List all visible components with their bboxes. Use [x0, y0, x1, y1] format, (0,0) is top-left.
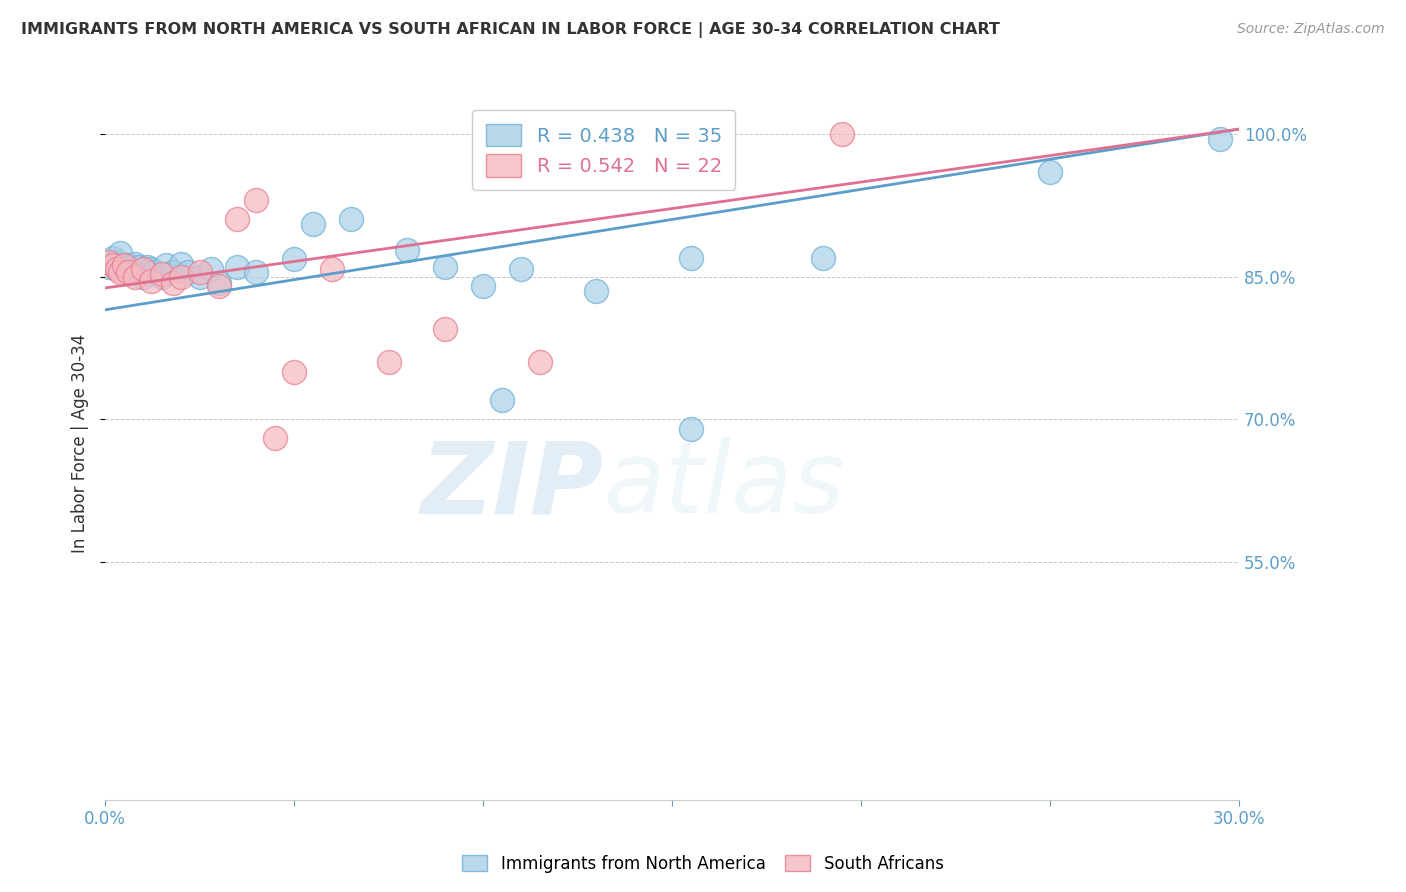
Point	[101, 258, 124, 272]
Point	[679, 127, 702, 141]
Point	[377, 355, 399, 369]
Point	[132, 261, 155, 276]
Point	[491, 393, 513, 408]
Point	[135, 260, 157, 274]
Text: ZIP: ZIP	[420, 437, 605, 534]
Point	[509, 261, 531, 276]
Point	[162, 276, 184, 290]
Point	[150, 267, 173, 281]
Point	[434, 322, 457, 336]
Point	[245, 194, 267, 208]
Point	[112, 261, 135, 276]
Point	[150, 269, 173, 284]
Point	[155, 258, 177, 272]
Y-axis label: In Labor Force | Age 30-34: In Labor Force | Age 30-34	[72, 334, 89, 552]
Point	[831, 127, 853, 141]
Legend: Immigrants from North America, South Africans: Immigrants from North America, South Afr…	[456, 848, 950, 880]
Point	[98, 260, 121, 274]
Point	[128, 260, 150, 274]
Point	[188, 265, 211, 279]
Point	[112, 258, 135, 272]
Point	[170, 257, 193, 271]
Point	[188, 269, 211, 284]
Point	[283, 252, 305, 267]
Point	[264, 431, 287, 445]
Point	[585, 284, 607, 298]
Point	[1039, 165, 1062, 179]
Point	[340, 212, 363, 227]
Point	[139, 274, 162, 288]
Point	[105, 261, 128, 276]
Point	[200, 261, 222, 276]
Point	[321, 261, 343, 276]
Point	[226, 260, 249, 274]
Point	[1379, 678, 1402, 692]
Point	[207, 276, 229, 290]
Point	[139, 261, 162, 276]
Point	[283, 365, 305, 379]
Point	[105, 255, 128, 269]
Point	[1209, 131, 1232, 145]
Point	[434, 260, 457, 274]
Point	[170, 269, 193, 284]
Point	[472, 279, 495, 293]
Point	[110, 245, 132, 260]
Point	[124, 257, 146, 271]
Text: Source: ZipAtlas.com: Source: ZipAtlas.com	[1237, 22, 1385, 37]
Text: IMMIGRANTS FROM NORTH AMERICA VS SOUTH AFRICAN IN LABOR FORCE | AGE 30-34 CORREL: IMMIGRANTS FROM NORTH AMERICA VS SOUTH A…	[21, 22, 1000, 38]
Point	[143, 265, 166, 279]
Point	[124, 269, 146, 284]
Point	[132, 269, 155, 284]
Point	[121, 265, 143, 279]
Text: atlas: atlas	[605, 437, 845, 534]
Point	[679, 422, 702, 436]
Point	[245, 265, 267, 279]
Point	[811, 251, 834, 265]
Point	[98, 255, 121, 269]
Legend: R = 0.438   N = 35, R = 0.542   N = 22: R = 0.438 N = 35, R = 0.542 N = 22	[472, 111, 735, 190]
Point	[529, 355, 551, 369]
Point	[302, 217, 325, 231]
Point	[110, 265, 132, 279]
Point	[226, 212, 249, 227]
Point	[117, 265, 139, 279]
Point	[101, 251, 124, 265]
Point	[117, 258, 139, 272]
Point	[162, 265, 184, 279]
Point	[207, 279, 229, 293]
Point	[177, 265, 200, 279]
Point	[396, 243, 419, 257]
Point	[679, 251, 702, 265]
